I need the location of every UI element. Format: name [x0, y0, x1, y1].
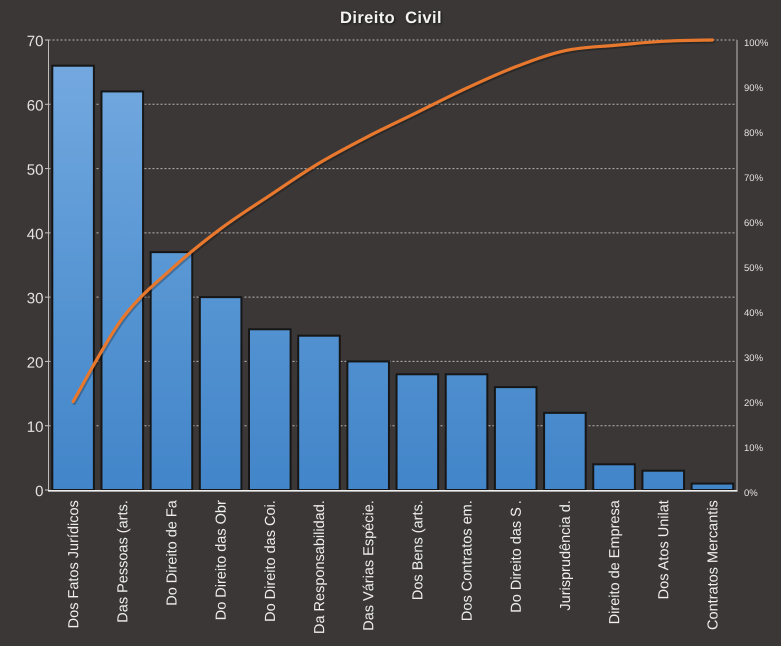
svg-text:Dos Bens (arts.: Dos Bens (arts. [410, 500, 426, 600]
svg-text:40%: 40% [744, 308, 764, 319]
svg-text:Do Direito das S .: Do Direito das S . [509, 500, 525, 613]
svg-text:Do Direito das Obr: Do Direito das Obr [214, 500, 230, 620]
svg-text:0: 0 [35, 483, 43, 500]
svg-text:Da Responsabilidad.: Da Responsabilidad. [312, 500, 328, 634]
svg-text:30%: 30% [744, 353, 764, 364]
svg-text:40: 40 [27, 226, 44, 243]
svg-text:Dos Contratos em.: Dos Contratos em. [460, 500, 476, 621]
svg-text:20: 20 [27, 355, 44, 372]
svg-text:Jurisprudência d.: Jurisprudência d. [558, 500, 574, 610]
svg-text:90%: 90% [744, 83, 764, 94]
svg-text:10: 10 [27, 419, 44, 436]
svg-text:100%: 100% [744, 38, 769, 49]
svg-text:Direito de Empresa: Direito de Empresa [607, 499, 623, 624]
svg-text:60%: 60% [744, 218, 764, 229]
svg-text:0%: 0% [744, 488, 758, 499]
svg-text:50: 50 [27, 162, 44, 179]
svg-text:Direito Civil: Direito Civil [340, 9, 442, 27]
svg-text:70: 70 [27, 33, 44, 50]
svg-text:Do Direito de Fa: Do Direito de Fa [164, 499, 180, 606]
svg-text:Dos Atos Unilat: Dos Atos Unilat [656, 500, 672, 599]
svg-text:70%: 70% [744, 173, 764, 184]
svg-text:Do Direito das Coi.: Do Direito das Coi. [263, 500, 279, 622]
svg-text:60: 60 [27, 97, 44, 114]
svg-text:50%: 50% [744, 263, 764, 274]
svg-text:80%: 80% [744, 128, 764, 139]
svg-text:Das Pessoas (arts.: Das Pessoas (arts. [115, 500, 131, 623]
svg-text:10%: 10% [744, 443, 764, 454]
svg-text:20%: 20% [744, 398, 764, 409]
svg-text:Das Várias Espécie.: Das Várias Espécie. [361, 500, 377, 631]
svg-text:Contratos Mercantis: Contratos Mercantis [705, 500, 721, 630]
svg-text:30: 30 [27, 290, 44, 307]
svg-text:Dos Fatos Jurídicos: Dos Fatos Jurídicos [66, 500, 82, 628]
